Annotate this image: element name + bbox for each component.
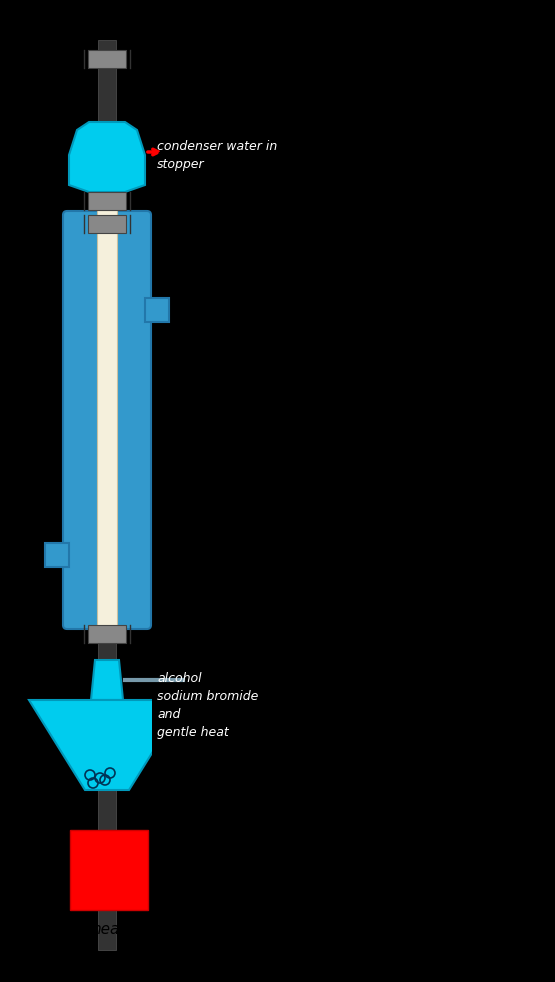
Bar xyxy=(88,192,126,210)
Bar xyxy=(97,210,117,630)
Text: s: s xyxy=(157,147,165,162)
Text: a: a xyxy=(157,700,166,716)
Bar xyxy=(88,625,126,643)
Bar xyxy=(152,675,482,800)
Text: c: c xyxy=(157,131,165,145)
Bar xyxy=(88,215,126,233)
Polygon shape xyxy=(145,298,169,322)
Polygon shape xyxy=(45,543,69,567)
Text: stopper: stopper xyxy=(157,158,205,171)
FancyBboxPatch shape xyxy=(63,211,151,629)
Bar xyxy=(98,40,116,950)
Text: condenser water in: condenser water in xyxy=(157,140,278,153)
Polygon shape xyxy=(69,122,145,192)
Bar xyxy=(152,120,357,200)
Bar xyxy=(70,830,148,910)
Text: gentle heat: gentle heat xyxy=(157,726,229,739)
Polygon shape xyxy=(29,700,185,790)
Text: sodium bromide: sodium bromide xyxy=(157,690,259,703)
Text: g: g xyxy=(157,719,166,734)
Text: heat: heat xyxy=(92,922,126,938)
Text: alcohol: alcohol xyxy=(157,672,201,685)
Text: s: s xyxy=(157,682,165,697)
Text: a: a xyxy=(157,665,166,680)
Text: and: and xyxy=(157,708,180,721)
Polygon shape xyxy=(91,660,123,700)
Bar xyxy=(88,50,126,68)
